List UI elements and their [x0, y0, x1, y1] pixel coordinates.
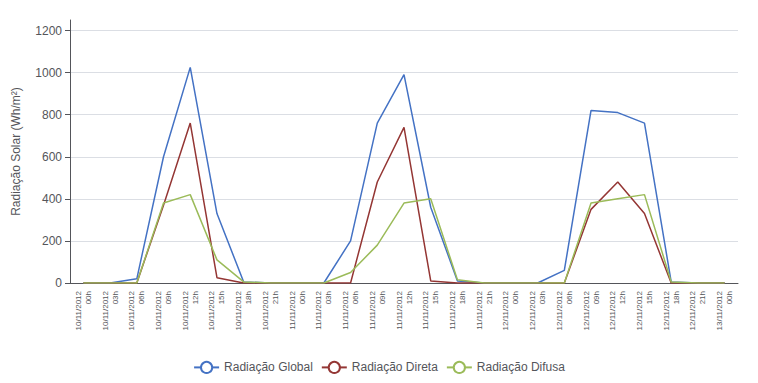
svg-text:09h: 09h	[378, 291, 387, 304]
svg-text:12/11/2012: 12/11/2012	[582, 290, 591, 330]
svg-text:12/11/2012: 12/11/2012	[662, 290, 671, 330]
svg-text:06h: 06h	[351, 291, 360, 304]
svg-text:11/11/2012: 11/11/2012	[341, 290, 350, 329]
svg-text:06h: 06h	[565, 291, 574, 304]
svg-text:10/11/2012: 10/11/2012	[181, 290, 190, 330]
svg-text:12/11/2012: 12/11/2012	[528, 290, 537, 330]
svg-text:10/11/2012: 10/11/2012	[207, 290, 216, 330]
svg-text:800: 800	[42, 108, 62, 122]
svg-text:12/11/2012: 12/11/2012	[688, 290, 697, 330]
svg-text:12/11/2012: 12/11/2012	[501, 290, 510, 330]
svg-text:10/11/2012: 10/11/2012	[154, 290, 163, 330]
svg-text:21h: 21h	[485, 291, 494, 304]
svg-text:09h: 09h	[592, 291, 601, 304]
svg-text:15h: 15h	[431, 291, 440, 304]
svg-text:12h: 12h	[191, 291, 200, 304]
svg-text:11/11/2012: 11/11/2012	[448, 290, 457, 329]
svg-text:12/11/2012: 12/11/2012	[635, 290, 644, 330]
svg-text:00h: 00h	[298, 291, 307, 304]
svg-text:200: 200	[42, 234, 62, 248]
svg-text:12h: 12h	[618, 291, 627, 304]
svg-text:Radiação Global: Radiação Global	[224, 360, 313, 374]
svg-text:03h: 03h	[111, 291, 120, 304]
svg-text:400: 400	[42, 192, 62, 206]
svg-text:12h: 12h	[405, 291, 414, 304]
svg-text:11/11/2012: 11/11/2012	[288, 290, 297, 329]
svg-text:0: 0	[55, 276, 62, 290]
svg-text:Radiação Solar (Wh/m²): Radiação Solar (Wh/m²)	[9, 87, 23, 216]
svg-text:06h: 06h	[137, 291, 146, 304]
svg-text:10/11/2012: 10/11/2012	[101, 290, 110, 330]
svg-text:10/11/2012: 10/11/2012	[261, 290, 270, 330]
svg-text:11/11/2012: 11/11/2012	[475, 290, 484, 329]
svg-text:03h: 03h	[538, 291, 547, 304]
svg-text:00h: 00h	[84, 291, 93, 304]
svg-text:Radiação Difusa: Radiação Difusa	[477, 360, 565, 374]
svg-text:11/11/2012: 11/11/2012	[368, 290, 377, 329]
svg-text:11/11/2012: 11/11/2012	[421, 290, 430, 329]
svg-text:11/11/2012: 11/11/2012	[395, 290, 404, 329]
svg-text:18h: 18h	[672, 291, 681, 304]
svg-text:21h: 21h	[698, 291, 707, 304]
svg-text:03h: 03h	[324, 291, 333, 304]
svg-text:12/11/2012: 12/11/2012	[608, 290, 617, 330]
svg-text:13/11/2012: 13/11/2012	[715, 290, 724, 330]
svg-text:00h: 00h	[511, 291, 520, 304]
svg-text:11/11/2012: 11/11/2012	[314, 290, 323, 329]
svg-text:09h: 09h	[164, 291, 173, 304]
svg-text:00h: 00h	[725, 291, 734, 304]
svg-text:10/11/2012: 10/11/2012	[127, 290, 136, 330]
svg-text:15h: 15h	[645, 291, 654, 304]
svg-text:Radiação Direta: Radiação Direta	[352, 360, 438, 374]
svg-text:15h: 15h	[217, 291, 226, 304]
svg-text:12/11/2012: 12/11/2012	[555, 290, 564, 330]
svg-text:21h: 21h	[271, 291, 280, 304]
svg-text:1200: 1200	[35, 24, 62, 38]
svg-text:10/11/2012: 10/11/2012	[234, 290, 243, 330]
svg-text:600: 600	[42, 150, 62, 164]
svg-text:10/11/2012: 10/11/2012	[74, 290, 83, 330]
svg-text:18h: 18h	[244, 291, 253, 304]
svg-text:1000: 1000	[35, 66, 62, 80]
svg-text:18h: 18h	[458, 291, 467, 304]
